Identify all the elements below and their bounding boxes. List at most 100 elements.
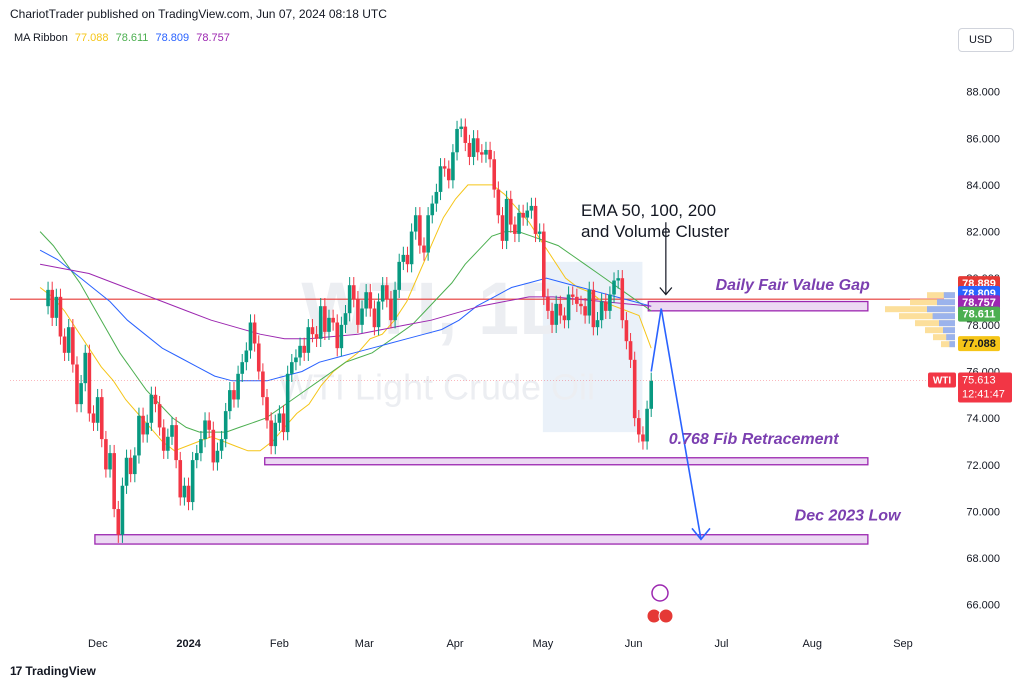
candle-body xyxy=(579,303,583,307)
candle-body xyxy=(116,509,121,535)
candle-body xyxy=(422,245,426,253)
candle-body xyxy=(95,397,100,423)
price-badge-text: 78.757 xyxy=(962,297,996,309)
x-tick-label: Jul xyxy=(714,638,728,650)
candle-body xyxy=(446,168,451,181)
candle-body xyxy=(87,352,92,414)
candle-body xyxy=(252,322,257,344)
x-tick-label: 2024 xyxy=(176,638,201,650)
candle-body xyxy=(368,292,373,309)
note-arrow-head xyxy=(659,287,673,296)
earnings-icon xyxy=(651,584,669,602)
candle-body xyxy=(161,427,166,451)
zone-box xyxy=(94,534,869,545)
candle-body xyxy=(389,299,393,321)
dec-low-label: Dec 2023 Low xyxy=(795,508,902,525)
candle-body xyxy=(314,334,319,339)
fvg-label: Daily Fair Value Gap xyxy=(716,277,870,294)
candle-body xyxy=(356,299,360,325)
candle-body xyxy=(471,138,476,157)
candle-body xyxy=(496,189,501,216)
ma-ribbon-legend[interactable]: MA Ribbon 77.088 78.611 78.809 78.757 xyxy=(14,32,234,44)
candle-body xyxy=(62,336,67,353)
candle-body xyxy=(575,296,579,304)
candle-body xyxy=(46,289,50,307)
volume-profile-bar xyxy=(899,313,955,320)
candle-body xyxy=(58,296,63,337)
tradingview-wordmark: TradingView xyxy=(25,664,96,678)
y-tick-label: 86.000 xyxy=(966,133,1000,145)
candle-body xyxy=(327,317,331,332)
volume-profile-bar xyxy=(925,327,955,334)
candle-body xyxy=(335,322,340,349)
candle-body xyxy=(645,408,649,442)
candle-body xyxy=(488,149,492,160)
candle-body xyxy=(318,306,323,339)
candle-body xyxy=(137,415,141,456)
candle-body xyxy=(608,294,612,311)
candle-body xyxy=(186,485,191,503)
y-tick-label: 66.000 xyxy=(966,600,1000,612)
candle-body xyxy=(583,306,587,316)
candle-body xyxy=(310,327,315,335)
volume-profile-bar xyxy=(915,320,955,327)
tradingview-brand[interactable]: 17 TradingView xyxy=(10,664,96,678)
candle-body xyxy=(542,231,546,297)
y-tick-label: 70.000 xyxy=(966,506,1000,518)
ma-ribbon-name: MA Ribbon xyxy=(14,32,68,44)
candle-body xyxy=(79,383,83,405)
candle-body xyxy=(277,413,282,423)
candle-body xyxy=(331,317,335,323)
candle-body xyxy=(339,324,344,349)
candle-body xyxy=(236,373,240,400)
us-flag-icon-2 xyxy=(658,608,674,624)
ma-value-3: 78.809 xyxy=(155,32,190,44)
candle-body xyxy=(174,425,178,461)
x-tick-label: Jun xyxy=(625,638,643,650)
candle-body xyxy=(517,212,521,234)
watermark-subtitle: WTI Light Crude Oil xyxy=(279,366,595,407)
currency-button[interactable]: USD xyxy=(958,28,1014,52)
y-tick-label: 88.000 xyxy=(966,87,1000,99)
ema-note-line2: and Volume Cluster xyxy=(581,222,730,241)
x-tick-label: Feb xyxy=(270,638,289,650)
volume-profile-bar-inner xyxy=(939,320,955,327)
candle-body xyxy=(83,352,88,384)
price-badge xyxy=(958,306,1000,322)
candle-body xyxy=(455,128,459,153)
candle-body xyxy=(397,261,402,290)
candle-body xyxy=(256,343,261,372)
candle-body xyxy=(570,294,575,297)
candle-body xyxy=(413,215,418,232)
candle-body xyxy=(566,294,571,321)
candle-body xyxy=(290,362,294,374)
candle-body xyxy=(463,126,468,143)
volume-profile-bar-inner xyxy=(927,306,955,313)
symbol-watermark: WTI, 1D xyxy=(301,267,572,350)
candle-body xyxy=(480,152,484,155)
candle-body xyxy=(199,439,203,454)
projection-arrow-down xyxy=(660,308,702,540)
candle-body xyxy=(537,231,542,234)
candle-body xyxy=(550,310,554,325)
candle-body xyxy=(149,394,154,423)
volume-profile-bar-inner xyxy=(943,327,955,334)
candle-body xyxy=(207,420,211,430)
candle-body xyxy=(223,411,228,440)
candle-body xyxy=(554,303,558,325)
candle-body xyxy=(244,350,249,363)
candle-body xyxy=(170,425,174,437)
y-tick-label: 78.000 xyxy=(966,320,1000,332)
volume-profile-bar-inner xyxy=(937,299,955,306)
candle-body xyxy=(211,429,216,463)
candle-body xyxy=(558,303,563,316)
candle-body xyxy=(393,289,397,321)
candle-body xyxy=(504,198,509,241)
candle-body xyxy=(430,203,435,216)
candle-body xyxy=(616,278,620,281)
x-tick-label: Dec xyxy=(88,638,108,650)
candle-body xyxy=(624,320,629,342)
x-tick-label: Aug xyxy=(802,638,822,650)
candle-body xyxy=(376,301,381,328)
